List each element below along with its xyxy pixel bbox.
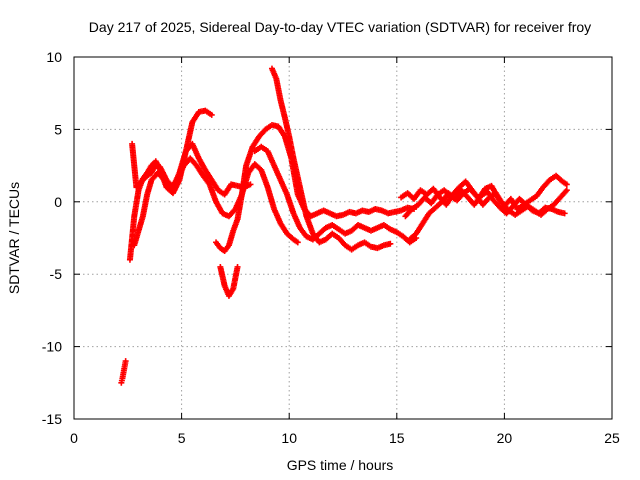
y-tick-label: 0 [54, 194, 62, 210]
series-pass-10 [406, 187, 568, 243]
y-axis-label: SDTVAR / TECUs [6, 182, 22, 294]
y-tick-label: 5 [54, 121, 62, 137]
x-tick-label: 5 [178, 430, 186, 446]
x-tick-label: 25 [604, 430, 620, 446]
x-tick-label: 15 [389, 430, 405, 446]
series-pass-7 [268, 65, 394, 253]
series-pass-2 [129, 140, 254, 198]
plot-frame [73, 56, 613, 420]
y-tick-label: -5 [50, 266, 63, 282]
axis-ticks: 0 5 10 15 20 25 -15 -10 -5 0 5 10 [42, 49, 620, 446]
series-pass-early [118, 358, 129, 386]
series-pass-3 [131, 155, 301, 249]
y-tick-label: 10 [46, 49, 62, 65]
x-tick-label: 20 [497, 430, 513, 446]
series-pass-5 [217, 263, 241, 299]
grid [74, 57, 612, 419]
x-tick-label: 0 [70, 430, 78, 446]
series-pass-4 [213, 122, 418, 255]
y-tick-label: -15 [42, 411, 62, 427]
y-tick-label: -10 [42, 339, 62, 355]
data-marks [118, 65, 570, 386]
chart-title: Day 217 of 2025, Sidereal Day-to-day VTE… [89, 19, 591, 35]
series-pass-6 [251, 143, 420, 246]
x-tick-label: 10 [281, 430, 297, 446]
x-axis-label: GPS time / hours [287, 457, 394, 473]
